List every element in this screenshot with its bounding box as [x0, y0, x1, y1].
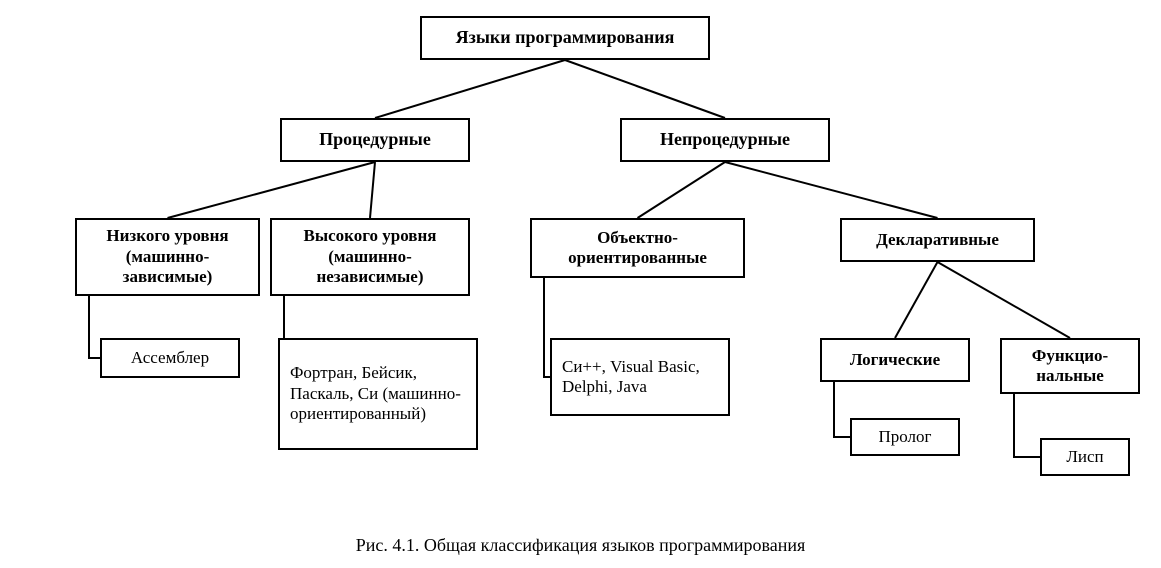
- node-high: Высокого уровня (машинно-независимые): [270, 218, 470, 296]
- node-logical: Логические: [820, 338, 970, 382]
- node-prolog: Пролог: [850, 418, 960, 456]
- node-cpp: Си++, Visual Basic, Delphi, Java: [550, 338, 730, 416]
- node-low: Низкого уровня (машинно-зависимые): [75, 218, 260, 296]
- node-assembler: Ассемблер: [100, 338, 240, 378]
- node-declarative: Декларативные: [840, 218, 1035, 262]
- node-procedural: Процедурные: [280, 118, 470, 162]
- node-oop: Объектно-ориентированные: [530, 218, 745, 278]
- node-root: Языки программирования: [420, 16, 710, 60]
- node-functional: Функцио-нальные: [1000, 338, 1140, 394]
- figure-caption: Рис. 4.1. Общая классификация языков про…: [0, 535, 1161, 556]
- node-nonproc: Непроцедурные: [620, 118, 830, 162]
- diagram-stage: Рис. 4.1. Общая классификация языков про…: [0, 0, 1161, 568]
- node-fortran: Фортран, Бейсик, Паскаль, Си (машинно-ор…: [278, 338, 478, 450]
- node-lisp: Лисп: [1040, 438, 1130, 476]
